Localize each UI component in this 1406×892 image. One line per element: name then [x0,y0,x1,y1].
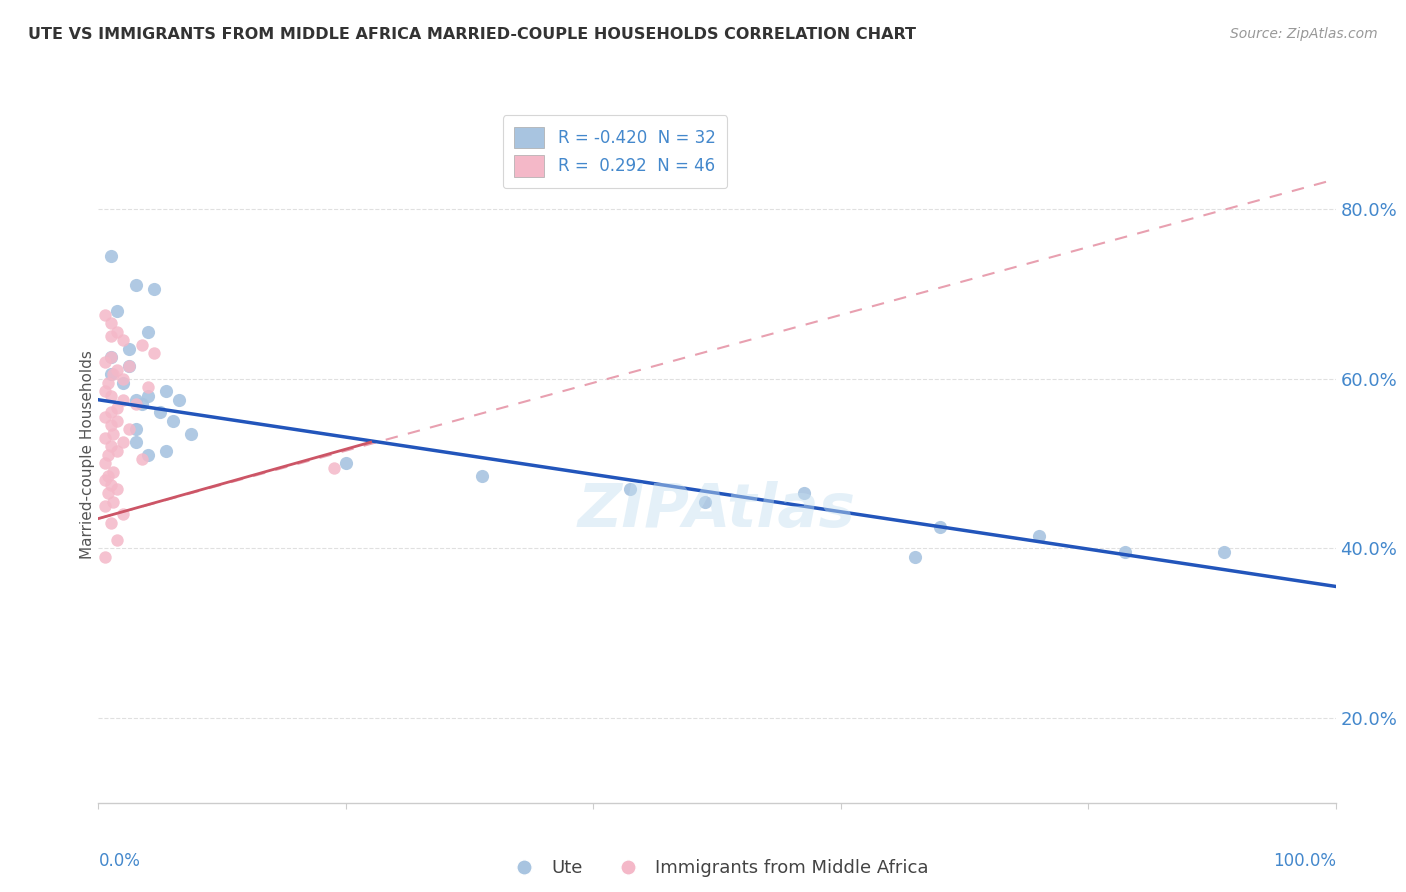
Point [155,384,177,399]
Point [1028,528,1050,542]
Point [136,388,159,402]
Point [112,508,135,522]
Point [105,401,128,416]
Point [143,283,166,297]
Point [103,426,125,441]
Point [100,368,122,382]
Point [105,443,128,458]
Point [180,426,202,441]
Point [100,351,122,365]
Point [136,325,159,339]
Point [100,329,122,343]
Point [112,392,135,407]
Point [904,549,927,564]
Point [149,405,172,419]
Point [100,439,122,453]
Point [112,435,135,450]
Point [105,482,128,496]
Point [155,443,177,458]
Point [118,422,141,436]
Point [118,359,141,373]
Text: 100.0%: 100.0% [1272,852,1336,870]
Point [93,474,115,488]
Point [93,384,115,399]
Point [93,457,115,471]
Point [100,317,122,331]
Point [619,482,641,496]
Point [100,248,122,262]
Legend: Ute, Immigrants from Middle Africa: Ute, Immigrants from Middle Africa [499,852,935,884]
Text: 0.0%: 0.0% [98,852,141,870]
Point [105,325,128,339]
Point [471,469,494,483]
Point [100,388,122,402]
Point [93,499,115,513]
Point [103,368,125,382]
Text: UTE VS IMMIGRANTS FROM MIDDLE AFRICA MARRIED-COUPLE HOUSEHOLDS CORRELATION CHART: UTE VS IMMIGRANTS FROM MIDDLE AFRICA MAR… [28,27,917,42]
Point [105,533,128,547]
Point [143,346,166,360]
Point [105,414,128,428]
Point [103,494,125,508]
Text: Source: ZipAtlas.com: Source: ZipAtlas.com [1230,27,1378,41]
Point [793,486,815,500]
Point [105,303,128,318]
Point [136,380,159,394]
Point [103,465,125,479]
Point [131,452,153,467]
Point [124,422,146,436]
Point [100,405,122,419]
Y-axis label: Married-couple Households: Married-couple Households [80,351,94,559]
Point [124,392,146,407]
Point [124,397,146,411]
Point [112,371,135,385]
Point [100,351,122,365]
Point [93,549,115,564]
Point [124,278,146,293]
Point [93,308,115,322]
Point [136,448,159,462]
Point [131,337,153,351]
Point [167,392,190,407]
Point [93,431,115,445]
Point [162,414,184,428]
Point [131,397,153,411]
Point [100,477,122,491]
Point [335,457,357,471]
Text: ZIPAtlas: ZIPAtlas [578,481,856,540]
Point [322,460,344,475]
Point [97,376,120,390]
Point [118,342,141,356]
Point [100,516,122,530]
Point [97,448,120,462]
Point [93,409,115,424]
Point [118,359,141,373]
Point [100,418,122,433]
Point [97,469,120,483]
Point [1213,545,1236,559]
Point [93,354,115,368]
Point [112,376,135,390]
Point [97,486,120,500]
Point [105,363,128,377]
Point [124,435,146,450]
Point [693,494,716,508]
Point [928,520,950,534]
Point [112,334,135,348]
Point [1114,545,1136,559]
